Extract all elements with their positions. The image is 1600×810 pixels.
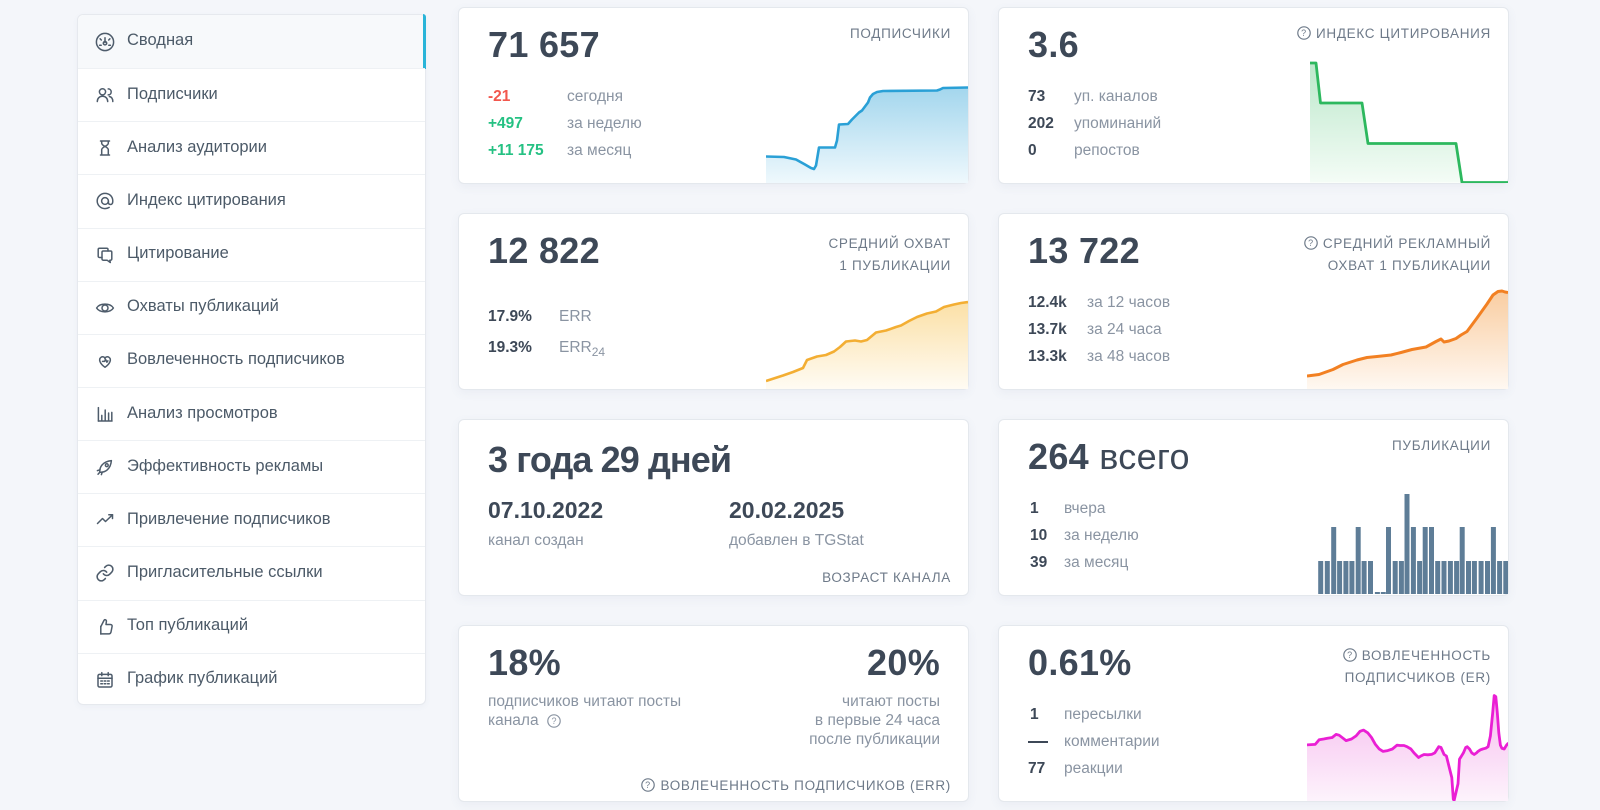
svg-text:?: ? <box>552 716 557 726</box>
svg-text:?: ? <box>1347 650 1353 660</box>
svg-text:?: ? <box>646 780 652 790</box>
svg-text:?: ? <box>1301 28 1307 38</box>
svg-text:?: ? <box>1308 238 1314 248</box>
